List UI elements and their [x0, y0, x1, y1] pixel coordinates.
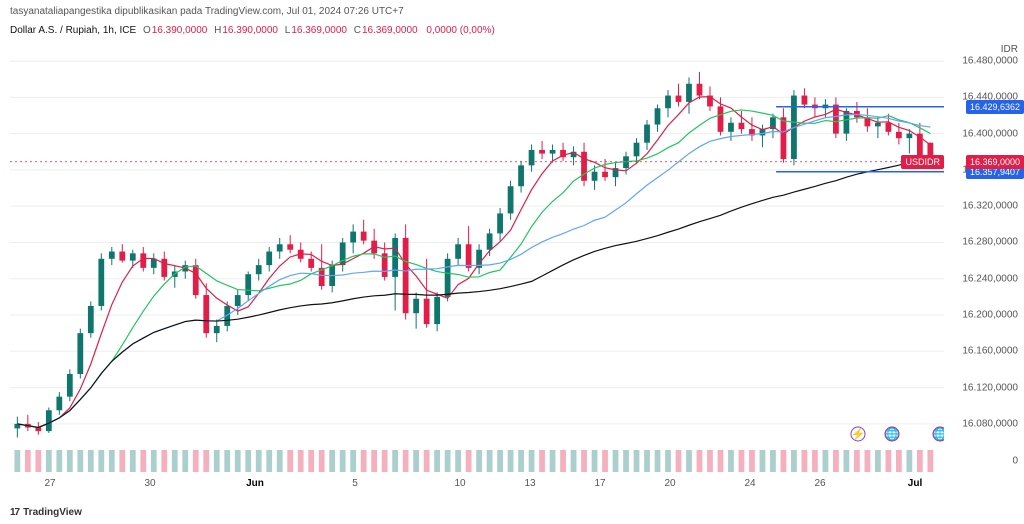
publish-info: tasyanataliapangestika dipublikasikan pa… — [0, 0, 1024, 23]
price-tag: 16.369,0000 — [966, 155, 1024, 169]
x-axis: 27 30 Jun 5 10 13 17 20 24 26 Jul — [10, 478, 944, 496]
price-tag: 16.429,6362 — [966, 100, 1024, 114]
y-tick-label: 16.160,0000 — [962, 346, 1018, 357]
ohlc-o-label: O — [143, 25, 151, 36]
x-tick-label: 13 — [524, 478, 535, 489]
y-tick-label: 16.280,0000 — [962, 237, 1018, 248]
ohlc-change: 0,0000 (0,00%) — [426, 25, 494, 36]
y-tick-label: 16.120,0000 — [962, 382, 1018, 393]
y-tick-label: 16.080,0000 — [962, 418, 1018, 429]
y-tick-label: 16.320,0000 — [962, 201, 1018, 212]
y-axis: IDR 16.480,000016.440,000016.400,000016.… — [944, 42, 1024, 482]
x-tick-label: 26 — [814, 478, 825, 489]
x-tick-label: 20 — [664, 478, 675, 489]
ohlc-c-label: C — [354, 25, 361, 36]
y-tick-label: 16.400,0000 — [962, 128, 1018, 139]
chart-plot[interactable]: ⚡ 🌐 🌐 — [10, 42, 944, 482]
symbol-label: Dollar A.S. / Rupiah, 1h, ICE — [10, 25, 136, 36]
x-tick-label: 27 — [44, 478, 55, 489]
footer-brand: 17 TradingView — [10, 507, 82, 518]
x-tick-label: Jul — [908, 478, 922, 489]
y-axis-currency: IDR — [1001, 44, 1018, 55]
publish-text: tasyanataliapangestika dipublikasikan pa… — [10, 6, 404, 17]
brand-text: TradingView — [23, 507, 82, 518]
x-tick-label: 5 — [352, 478, 358, 489]
ohlc-o-value: 16.390,0000 — [152, 25, 208, 36]
svg-text:⚡: ⚡ — [851, 427, 866, 441]
y-tick-label: 16.240,0000 — [962, 273, 1018, 284]
x-tick-label: 30 — [144, 478, 155, 489]
x-tick-label: 24 — [744, 478, 755, 489]
symbol-badge: USDIDR — [901, 155, 944, 169]
ohlc-h-value: 16.390,0000 — [222, 25, 278, 36]
tradingview-logo-icon: 17 — [10, 507, 19, 518]
x-tick-label: Jun — [246, 478, 264, 489]
x-tick-label: 17 — [594, 478, 605, 489]
ohlc-l-label: L — [285, 25, 291, 36]
ohlc-c-value: 16.369,0000 — [362, 25, 418, 36]
chart-area[interactable]: ⚡🌐🌐 IDR 16.480,000016.440,000016.400,000… — [0, 42, 1024, 482]
y-tick-label: 16.200,0000 — [962, 310, 1018, 321]
x-tick-label: 10 — [454, 478, 465, 489]
ohlc-h-label: H — [214, 25, 221, 36]
ohlc-bar: Dollar A.S. / Rupiah, 1h, ICE O16.390,00… — [0, 23, 1024, 42]
ohlc-l-value: 16.369,0000 — [291, 25, 347, 36]
y-tick-label: 16.480,0000 — [962, 56, 1018, 67]
svg-text:🌐: 🌐 — [885, 427, 900, 441]
svg-text:🌐: 🌐 — [933, 427, 944, 441]
chart-svg[interactable]: ⚡ 🌐 🌐 — [10, 42, 944, 482]
y-zero-label: 0 — [1012, 456, 1018, 467]
